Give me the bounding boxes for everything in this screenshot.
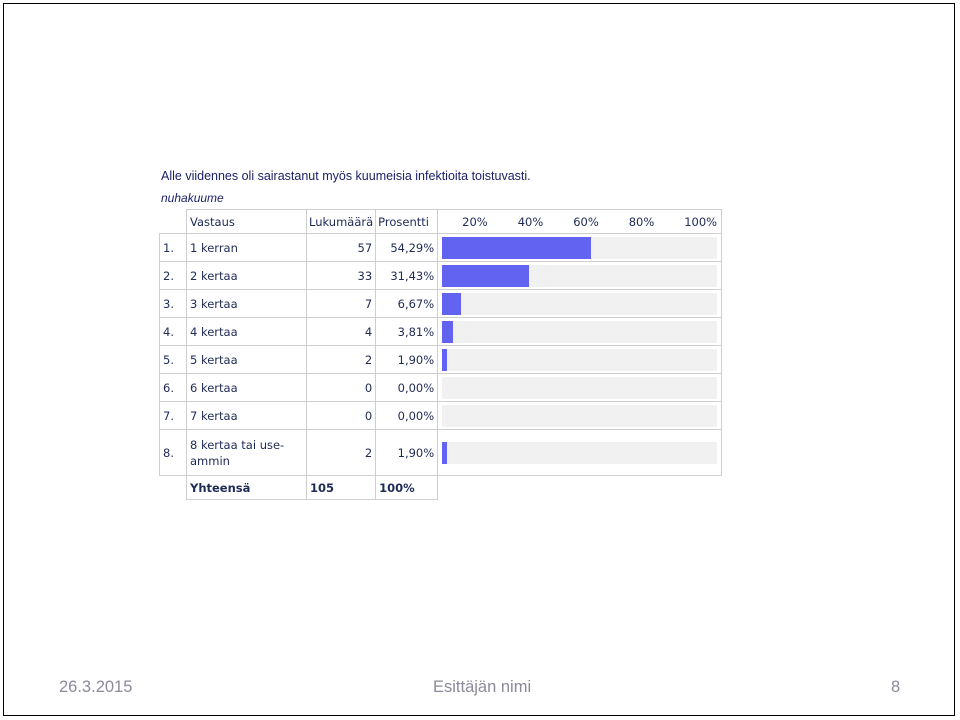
row-percent: 0,00% <box>375 373 439 402</box>
bar-track <box>442 376 718 399</box>
row-percent: 6,67% <box>375 289 439 318</box>
bar-track <box>442 236 718 259</box>
scale-tick-label: 20% <box>462 214 488 229</box>
footer-presenter: Esittäjän nimi <box>433 678 532 696</box>
row-percent: 3,81% <box>375 317 439 346</box>
scale-tick-label: 60% <box>573 214 599 229</box>
bar-track <box>442 404 718 427</box>
row-count: 2 <box>305 345 377 374</box>
table-row: 5. 5 kertaa 2 1,90% <box>159 345 723 374</box>
row-percent: 0,00% <box>375 401 439 430</box>
bar-track <box>442 320 718 343</box>
table-row: 2. 2 kertaa 33 31,43% <box>159 261 723 290</box>
total-row: Yhteensä 105 100% <box>160 475 722 500</box>
table-header-row: Vastaus Lukumäärä Prosentti 20% 40% 60% … <box>160 209 723 234</box>
row-number: 3. <box>159 289 187 318</box>
bar-fill <box>442 441 448 464</box>
footer-page-number: 8 <box>891 678 901 696</box>
row-count: 0 <box>305 373 377 402</box>
row-answer: 5 kertaa <box>186 345 307 374</box>
row-answer: 8 kertaa tai use-ammin <box>190 437 285 468</box>
header-percent: Prosentti <box>375 209 439 234</box>
row-number: 6. <box>159 373 187 402</box>
bar-fill <box>442 320 453 343</box>
header-scale: 20% 40% 60% 80% 100% <box>437 209 723 234</box>
bar-track <box>442 264 718 287</box>
results-table: Vastaus Lukumäärä Prosentti 20% 40% 60% … <box>159 209 723 500</box>
table-row: 4. 4 kertaa 4 3,81% <box>159 317 723 346</box>
row-count: 7 <box>305 289 377 318</box>
header-number <box>160 210 187 234</box>
total-count: 105 <box>305 475 377 500</box>
row-count: 57 <box>305 233 377 262</box>
row-count: 2 <box>305 429 377 476</box>
intro-text: Alle viidennes oli sairastanut myös kuum… <box>161 169 531 183</box>
table-row: 7. 7 kertaa 0 0,00% <box>159 401 723 430</box>
row-number: 2. <box>159 261 187 290</box>
table-row: 1. 1 kerran 57 54,29% <box>159 233 723 262</box>
row-answer: 2 kertaa <box>186 261 307 290</box>
table-row: 6. 6 kertaa 0 0,00% <box>159 373 723 402</box>
bar-track <box>442 292 718 315</box>
bar-track <box>442 441 718 464</box>
total-label: Yhteensä <box>186 475 307 500</box>
row-answer: 1 kerran <box>186 233 307 262</box>
row-percent: 54,29% <box>375 233 439 262</box>
row-percent: 31,43% <box>375 261 439 290</box>
row-count: 0 <box>305 401 377 430</box>
bar-fill <box>442 292 461 315</box>
row-answer: 6 kertaa <box>186 373 307 402</box>
scale-tick-label: 80% <box>628 214 655 229</box>
question-title: nuhakuume <box>161 191 224 205</box>
table-row: 3. 3 kertaa 7 6,67% <box>159 289 723 318</box>
header-answer: Vastaus <box>186 209 307 234</box>
row-count: 4 <box>305 317 377 346</box>
scale-tick-label: 40% <box>517 214 544 229</box>
row-count: 33 <box>305 261 377 290</box>
row-number: 5. <box>159 345 187 374</box>
footer-date: 26.3.2015 <box>59 678 133 696</box>
row-answer: 4 kertaa <box>186 317 307 346</box>
row-answer: 3 kertaa <box>186 289 307 318</box>
row-number: 8. <box>159 429 187 476</box>
bar-fill <box>442 348 448 371</box>
row-number: 7. <box>159 401 187 430</box>
header-count: Lukumäärä <box>305 209 377 234</box>
row-number: 4. <box>159 317 187 346</box>
row-percent: 1,90% <box>375 345 439 374</box>
total-percent: 100% <box>375 475 439 500</box>
bar-fill <box>442 264 529 287</box>
scale-tick-label: 100% <box>684 214 718 229</box>
row-answer: 7 kertaa <box>186 401 307 430</box>
row-number: 1. <box>159 233 187 262</box>
table-row: 8. 8 kertaa tai use-ammin 2 1,90% <box>159 429 723 476</box>
bar-fill <box>442 236 592 259</box>
row-percent: 1,90% <box>375 429 439 476</box>
bar-track <box>442 348 718 371</box>
